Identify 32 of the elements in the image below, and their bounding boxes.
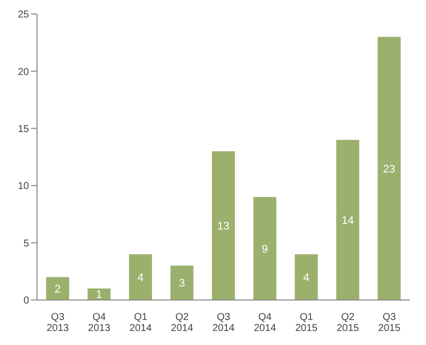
y-tick-label: 0 [23, 296, 30, 307]
data-label: 1 [96, 289, 102, 302]
y-tick-label: 5 [23, 238, 30, 250]
x-tick-label: Q1 2015 [295, 312, 318, 334]
data-label: 9 [262, 243, 268, 256]
y-tick-label: 25 [18, 10, 30, 21]
x-tick-label: Q2 2014 [170, 312, 194, 334]
x-tick-label: Q4 2014 [254, 312, 277, 334]
x-tick-label: Q3 2014 [212, 312, 236, 334]
bar [378, 36, 401, 300]
data-label: 2 [54, 283, 61, 296]
y-tick-label: 15 [18, 124, 30, 135]
data-label: 13 [217, 220, 230, 233]
x-tick-label: Q4 2013 [88, 312, 111, 334]
data-label: 4 [137, 272, 144, 284]
data-label: 23 [383, 163, 396, 176]
bar [294, 254, 318, 300]
data-label: 3 [178, 278, 186, 290]
y-tick-label: 20 [18, 66, 30, 78]
bar [170, 266, 194, 300]
y-tick-label: 10 [18, 181, 30, 192]
bar [212, 151, 235, 300]
bar [336, 140, 360, 300]
data-label: 14 [342, 214, 354, 227]
x-tick-label: Q3 2013 [46, 312, 70, 334]
x-tick-label: Q3 2015 [378, 312, 401, 334]
x-tick-label: Q2 2015 [336, 312, 360, 334]
x-tick-label: Q1 2014 [129, 312, 152, 334]
bar [46, 277, 70, 300]
data-label: 4 [303, 272, 310, 284]
bar [129, 254, 152, 300]
bar [253, 197, 276, 300]
